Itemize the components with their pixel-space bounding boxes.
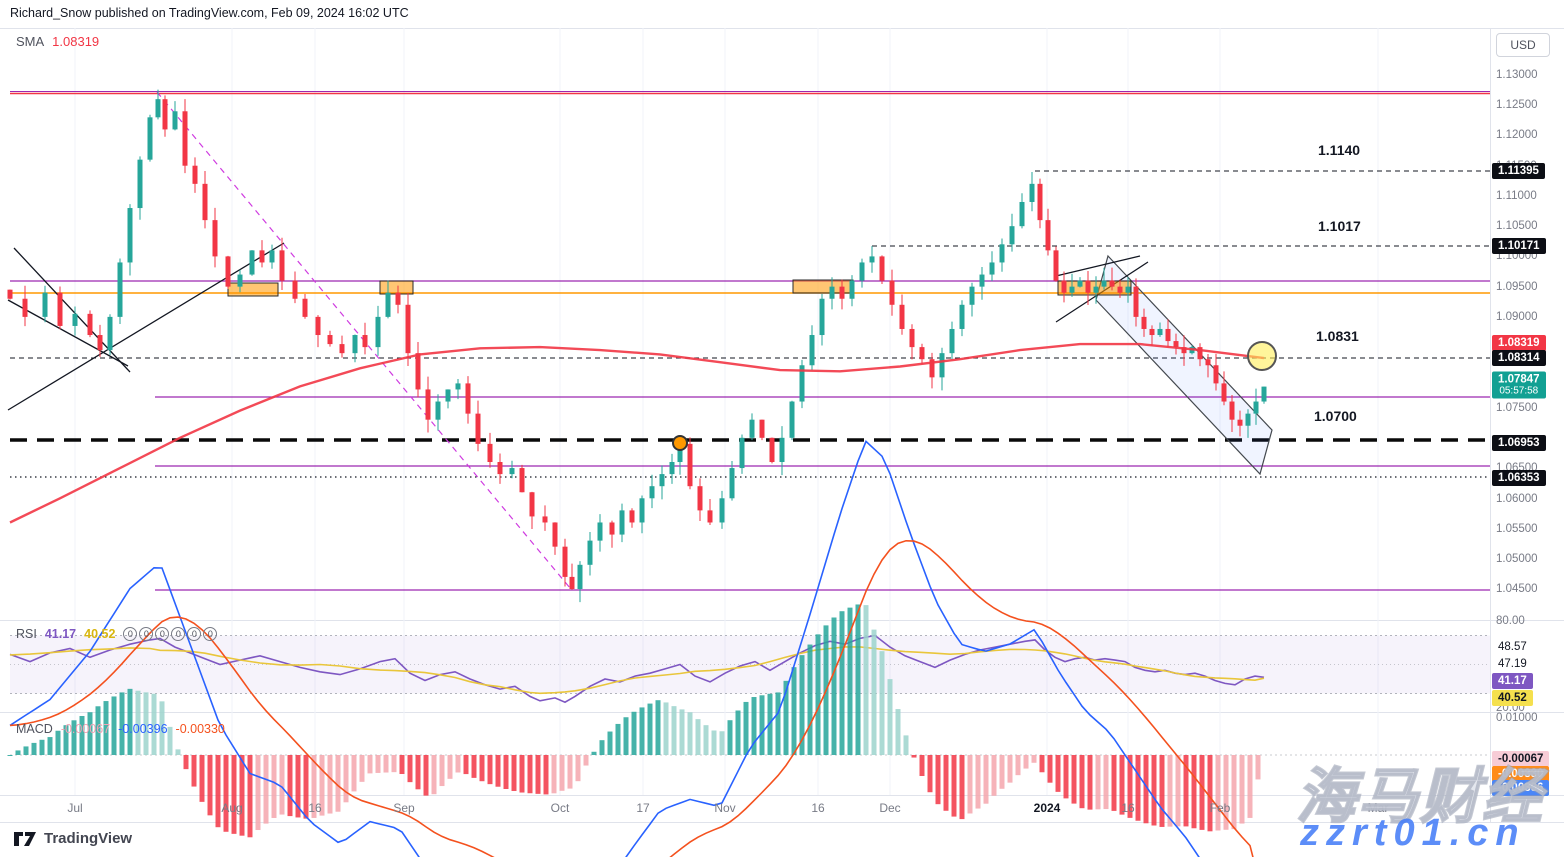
axis-value-badge: 41.17: [1492, 673, 1533, 689]
macd-legend-label: MACD: [16, 722, 53, 736]
axis-value-badge: 1.08319: [1492, 335, 1546, 351]
time-tick: 16: [811, 801, 825, 815]
pane-separator[interactable]: [0, 712, 1564, 713]
axis-tick: 1.04500: [1496, 583, 1538, 595]
key-level-text: 1.0700: [1314, 408, 1357, 424]
macd-hist-value: -0.00067: [60, 722, 111, 736]
axis-value-badge: 1.06953: [1492, 435, 1546, 451]
pane-separator: [0, 28, 1564, 29]
time-tick: Oct: [550, 801, 570, 815]
macd-legend[interactable]: MACD -0.00067 -0.00396 -0.00330: [16, 722, 225, 736]
usd-button[interactable]: USD: [1496, 33, 1550, 57]
countdown-timer: 05:57:58: [1499, 385, 1539, 397]
key-level-text: 1.1140: [1318, 142, 1361, 158]
axis-tick: 1.06000: [1496, 493, 1538, 505]
tradingview-logo-icon: [14, 831, 36, 846]
tradingview-brand-text: TradingView: [44, 830, 133, 847]
axis-tick: 1.12000: [1496, 129, 1538, 141]
pane-separator: [0, 795, 1564, 796]
axis-tick: 1.07500: [1496, 402, 1538, 414]
time-tick: Feb: [1209, 801, 1231, 815]
time-tick: Sep: [393, 801, 415, 815]
axis-value-badge: 1.11395: [1492, 163, 1545, 179]
axis-value-badge: -0.00067: [1492, 751, 1550, 767]
tradingview-brand[interactable]: TradingView: [14, 830, 132, 847]
axis-tick: 80.00: [1496, 615, 1525, 627]
time-tick: Jul: [67, 801, 83, 815]
axis-tick: 0.01000: [1496, 712, 1538, 724]
divergence-zero-icon: 0: [171, 627, 186, 641]
divergence-zero-icon: 0: [155, 627, 170, 641]
sma-legend-value: 1.08319: [52, 34, 100, 49]
axis-tick: 1.05000: [1496, 553, 1538, 565]
axis-tick: 1.11000: [1496, 190, 1537, 202]
axis-tick: 1.09500: [1496, 281, 1538, 293]
macd-line-value: -0.00396: [118, 722, 168, 736]
rsi-legend-value: 41.17: [44, 626, 77, 641]
publish-title: Richard_Snow published on TradingView.co…: [10, 6, 409, 20]
time-tick: 17: [636, 801, 650, 815]
key-level-text: 1.0831: [1316, 328, 1359, 344]
axis-value-badge: 40.52: [1492, 690, 1533, 706]
time-tick: Aug: [221, 801, 243, 815]
axis-tick: 1.13000: [1496, 69, 1538, 81]
time-tick: Nov: [714, 801, 736, 815]
watermark-url: zzrt01.cn: [1300, 812, 1526, 854]
time-tick: Mar: [1367, 801, 1389, 815]
axis-value-badge: 1.10171: [1492, 238, 1546, 254]
macd-signal-value: -0.00330: [175, 722, 225, 736]
divergence-zero-icon: 0: [203, 627, 218, 641]
axis-tick: 1.12500: [1496, 99, 1538, 111]
footer-separator: [0, 822, 1564, 823]
axis-value-badge: 1.06353: [1492, 470, 1546, 486]
rsi-ma-legend-value: 40.52: [84, 626, 116, 641]
divergence-zero-icon: 0: [139, 627, 154, 641]
axis-value-badge: -0.00396: [1492, 780, 1550, 796]
time-tick: 2024: [1033, 801, 1061, 815]
axis-value-badge: 47.19: [1492, 656, 1533, 672]
time-axis[interactable]: Jul Aug 16 Sep Oct 17 Nov 16 Dec 2024 16 Feb Mar: [0, 795, 1490, 822]
axis-value-badge: -0.00330: [1492, 766, 1550, 782]
axis-tick: 1.05500: [1496, 523, 1538, 535]
time-tick: 16: [1121, 801, 1135, 815]
axis-value-badge: 1.08314: [1492, 350, 1546, 366]
sma-legend[interactable]: SMA 1.08319: [16, 34, 99, 49]
key-level-text: 1.1017: [1318, 218, 1361, 234]
axis-tick: 1.09000: [1496, 311, 1538, 323]
axis-value-badge: 1.07847 05:57:58: [1492, 371, 1546, 399]
rsi-legend-label: RSI: [16, 626, 37, 641]
axis-tick: 1.10500: [1496, 220, 1538, 232]
axis-separator: [1490, 28, 1491, 822]
divergence-zero-icon: 0: [123, 627, 138, 641]
divergence-zero-icon: 0: [187, 627, 202, 641]
pane-separator[interactable]: [0, 620, 1564, 621]
sma-legend-label: SMA: [16, 34, 45, 49]
axis-value-badge: 48.57: [1492, 639, 1533, 655]
watermark-cn: 海马财经: [1295, 762, 1544, 831]
time-tick: Dec: [879, 801, 901, 815]
time-tick: 16: [308, 801, 322, 815]
